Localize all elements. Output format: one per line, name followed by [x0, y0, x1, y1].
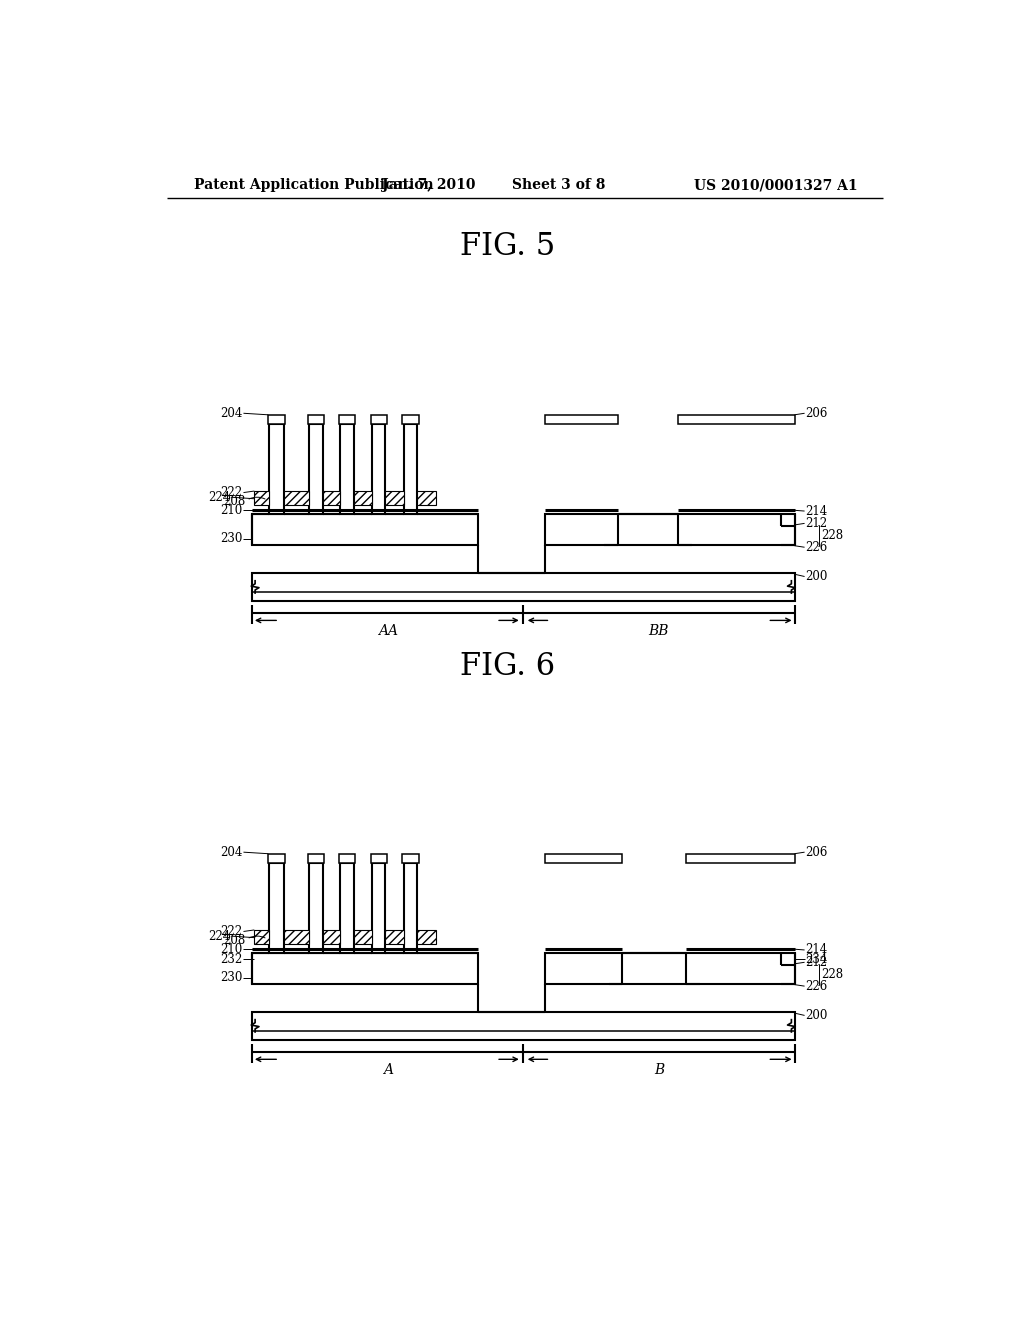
Text: 200: 200	[805, 570, 827, 583]
Text: 200: 200	[805, 1008, 827, 1022]
Text: 214: 214	[805, 944, 827, 957]
Text: 226: 226	[805, 979, 827, 993]
Text: 214: 214	[805, 504, 827, 517]
Text: FIG. 6: FIG. 6	[460, 651, 555, 682]
Text: Jan. 7, 2010: Jan. 7, 2010	[382, 178, 475, 193]
Bar	[309, 863, 323, 953]
Text: 206: 206	[805, 407, 827, 420]
Bar	[267, 414, 286, 424]
Text: AA: AA	[378, 624, 397, 638]
Text: BB: BB	[648, 624, 669, 638]
Bar	[284, 929, 309, 944]
Bar	[686, 854, 795, 863]
Text: US 2010/0001327 A1: US 2010/0001327 A1	[693, 178, 857, 193]
Text: 210: 210	[220, 942, 243, 956]
Bar	[371, 854, 387, 863]
Bar	[545, 953, 795, 983]
Bar	[545, 854, 623, 863]
Bar	[403, 424, 417, 515]
Bar	[545, 414, 617, 424]
Text: 204: 204	[220, 407, 243, 420]
Bar	[254, 929, 269, 944]
Bar	[252, 953, 478, 983]
Bar	[323, 929, 340, 944]
Text: 224: 224	[208, 929, 230, 942]
Text: 228: 228	[821, 529, 843, 541]
Text: 212: 212	[805, 517, 827, 529]
Text: 222: 222	[220, 925, 243, 939]
Bar	[269, 863, 284, 953]
Bar	[678, 414, 795, 424]
Bar	[339, 854, 355, 863]
Text: B: B	[653, 1063, 664, 1077]
Text: 234: 234	[805, 953, 827, 966]
Bar	[267, 854, 286, 863]
Text: 230: 230	[220, 972, 243, 985]
Bar	[252, 573, 795, 601]
Bar	[252, 1011, 795, 1040]
Text: 212: 212	[805, 956, 827, 969]
Bar	[402, 414, 419, 424]
Bar	[417, 929, 436, 944]
Bar	[269, 424, 284, 515]
Text: 226: 226	[805, 541, 827, 554]
Bar	[254, 491, 269, 506]
Bar	[284, 491, 309, 506]
Text: 232: 232	[220, 953, 243, 966]
Bar	[402, 854, 419, 863]
Bar	[353, 491, 372, 506]
Bar	[340, 424, 353, 515]
Text: Patent Application Publication: Patent Application Publication	[194, 178, 433, 193]
Bar	[417, 491, 436, 506]
Bar	[371, 414, 387, 424]
Bar	[340, 863, 353, 953]
Bar	[403, 863, 417, 953]
Text: 208: 208	[223, 495, 246, 508]
Text: 210: 210	[220, 504, 243, 517]
Text: 206: 206	[805, 846, 827, 859]
Bar	[308, 414, 324, 424]
Text: A: A	[383, 1063, 392, 1077]
Text: 204: 204	[220, 846, 243, 859]
Text: 222: 222	[220, 486, 243, 499]
Text: 224: 224	[208, 491, 230, 504]
Bar	[339, 414, 355, 424]
Text: 228: 228	[821, 968, 843, 981]
Bar	[309, 424, 323, 515]
Text: 230: 230	[220, 532, 243, 545]
Text: FIG. 5: FIG. 5	[460, 231, 555, 263]
Bar	[252, 515, 478, 545]
Bar	[385, 491, 403, 506]
Text: 208: 208	[223, 935, 246, 948]
Bar	[323, 491, 340, 506]
Bar	[308, 854, 324, 863]
Bar	[372, 424, 385, 515]
Bar	[385, 929, 403, 944]
Bar	[372, 863, 385, 953]
Bar	[545, 515, 795, 545]
Bar	[353, 929, 372, 944]
Text: Sheet 3 of 8: Sheet 3 of 8	[512, 178, 605, 193]
